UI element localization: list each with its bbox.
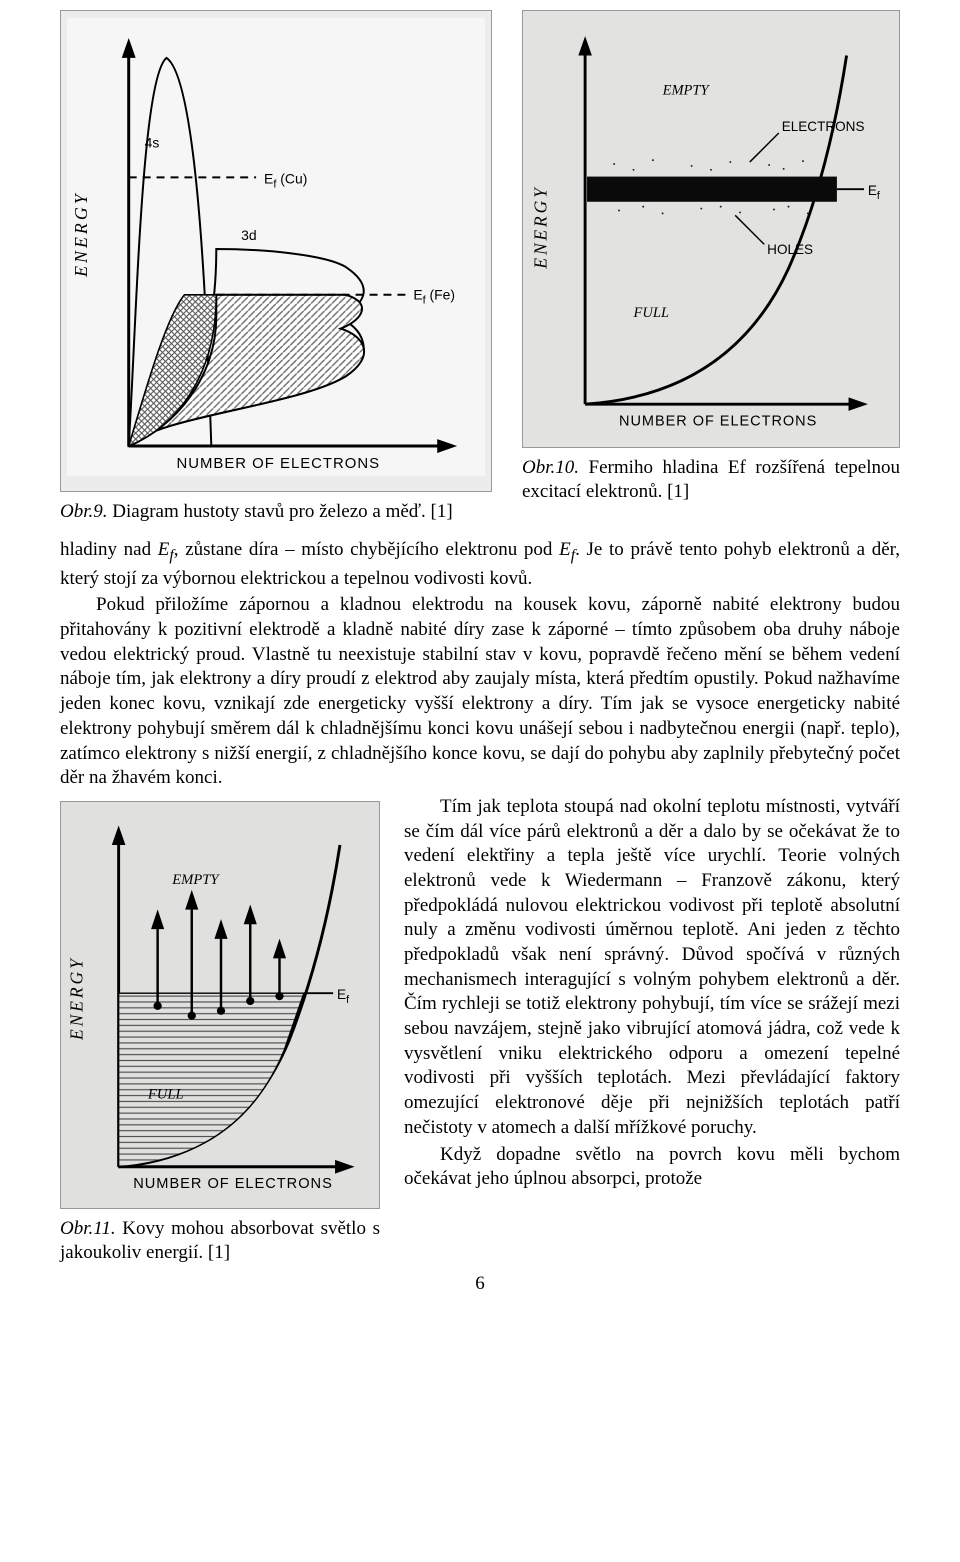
p1c: , zůstane díra – místo chybějícího elekt… <box>174 539 559 560</box>
fig9-ylabel: ENERGY <box>71 191 91 278</box>
figure-11: ENERGY NUMBER OF ELECTRONS <box>60 801 380 1266</box>
fig11-label-full: FULL <box>147 1086 184 1102</box>
figure-9: ENERGY NUMBER OF ELECTRONS <box>60 10 492 524</box>
fig11-ylabel: ENERGY <box>67 956 87 1041</box>
fig11-xlabel: NUMBER OF ELECTRONS <box>133 1176 333 1192</box>
bottom-section: ENERGY NUMBER OF ELECTRONS <box>60 795 900 1192</box>
fig9-label-4s: 4s <box>145 134 160 150</box>
fig9-xlabel: NUMBER OF ELECTRONS <box>176 455 380 472</box>
fig10-caption-text: Fermiho hladina Ef rozšířená tepelnou ex… <box>522 457 900 503</box>
figure-11-image: ENERGY NUMBER OF ELECTRONS <box>60 801 380 1209</box>
paragraph-2: Pokud přiložíme zápornou a kladnou elekt… <box>60 593 900 791</box>
figure-9-image: ENERGY NUMBER OF ELECTRONS <box>60 10 492 492</box>
p1b: E <box>158 539 170 560</box>
fig10-label-empty: EMPTY <box>662 82 711 98</box>
fig9-caption-number: Obr.9. <box>60 501 108 522</box>
p1d: E <box>559 539 571 560</box>
figure-9-caption: Obr.9. Diagram hustoty stavů pro železo … <box>60 500 492 525</box>
figure-10: ENERGY NUMBER OF ELECTRONS <box>522 10 900 505</box>
figure-11-caption: Obr.11. Kovy mohou absorbovat světlo s j… <box>60 1217 380 1266</box>
fig10-ylabel: ENERGY <box>530 185 550 269</box>
fig11-label-empty: EMPTY <box>171 872 220 888</box>
fig9-label-3d: 3d <box>241 227 256 243</box>
figure-10-caption: Obr.10. Fermiho hladina Ef rozšířená tep… <box>522 456 900 505</box>
fig10-xlabel: NUMBER OF ELECTRONS <box>619 413 817 429</box>
fig10-label-electrons: ELECTRONS <box>782 119 865 134</box>
fig11-caption-number: Obr.11. <box>60 1218 116 1239</box>
paragraph-1: hladiny nad Ef, zůstane díra – místo chy… <box>60 538 900 591</box>
page-number: 6 <box>60 1272 900 1297</box>
top-figures-row: ENERGY NUMBER OF ELECTRONS <box>60 10 900 524</box>
fig10-label-full: FULL <box>633 305 670 321</box>
p1a: hladiny nad <box>60 539 158 560</box>
fig9-caption-text: Diagram hustoty stavů pro železo a měď. … <box>108 501 453 522</box>
fig10-caption-number: Obr.10. <box>522 457 579 478</box>
fig10-label-holes: HOLES <box>767 242 813 257</box>
figure-10-image: ENERGY NUMBER OF ELECTRONS <box>522 10 900 448</box>
